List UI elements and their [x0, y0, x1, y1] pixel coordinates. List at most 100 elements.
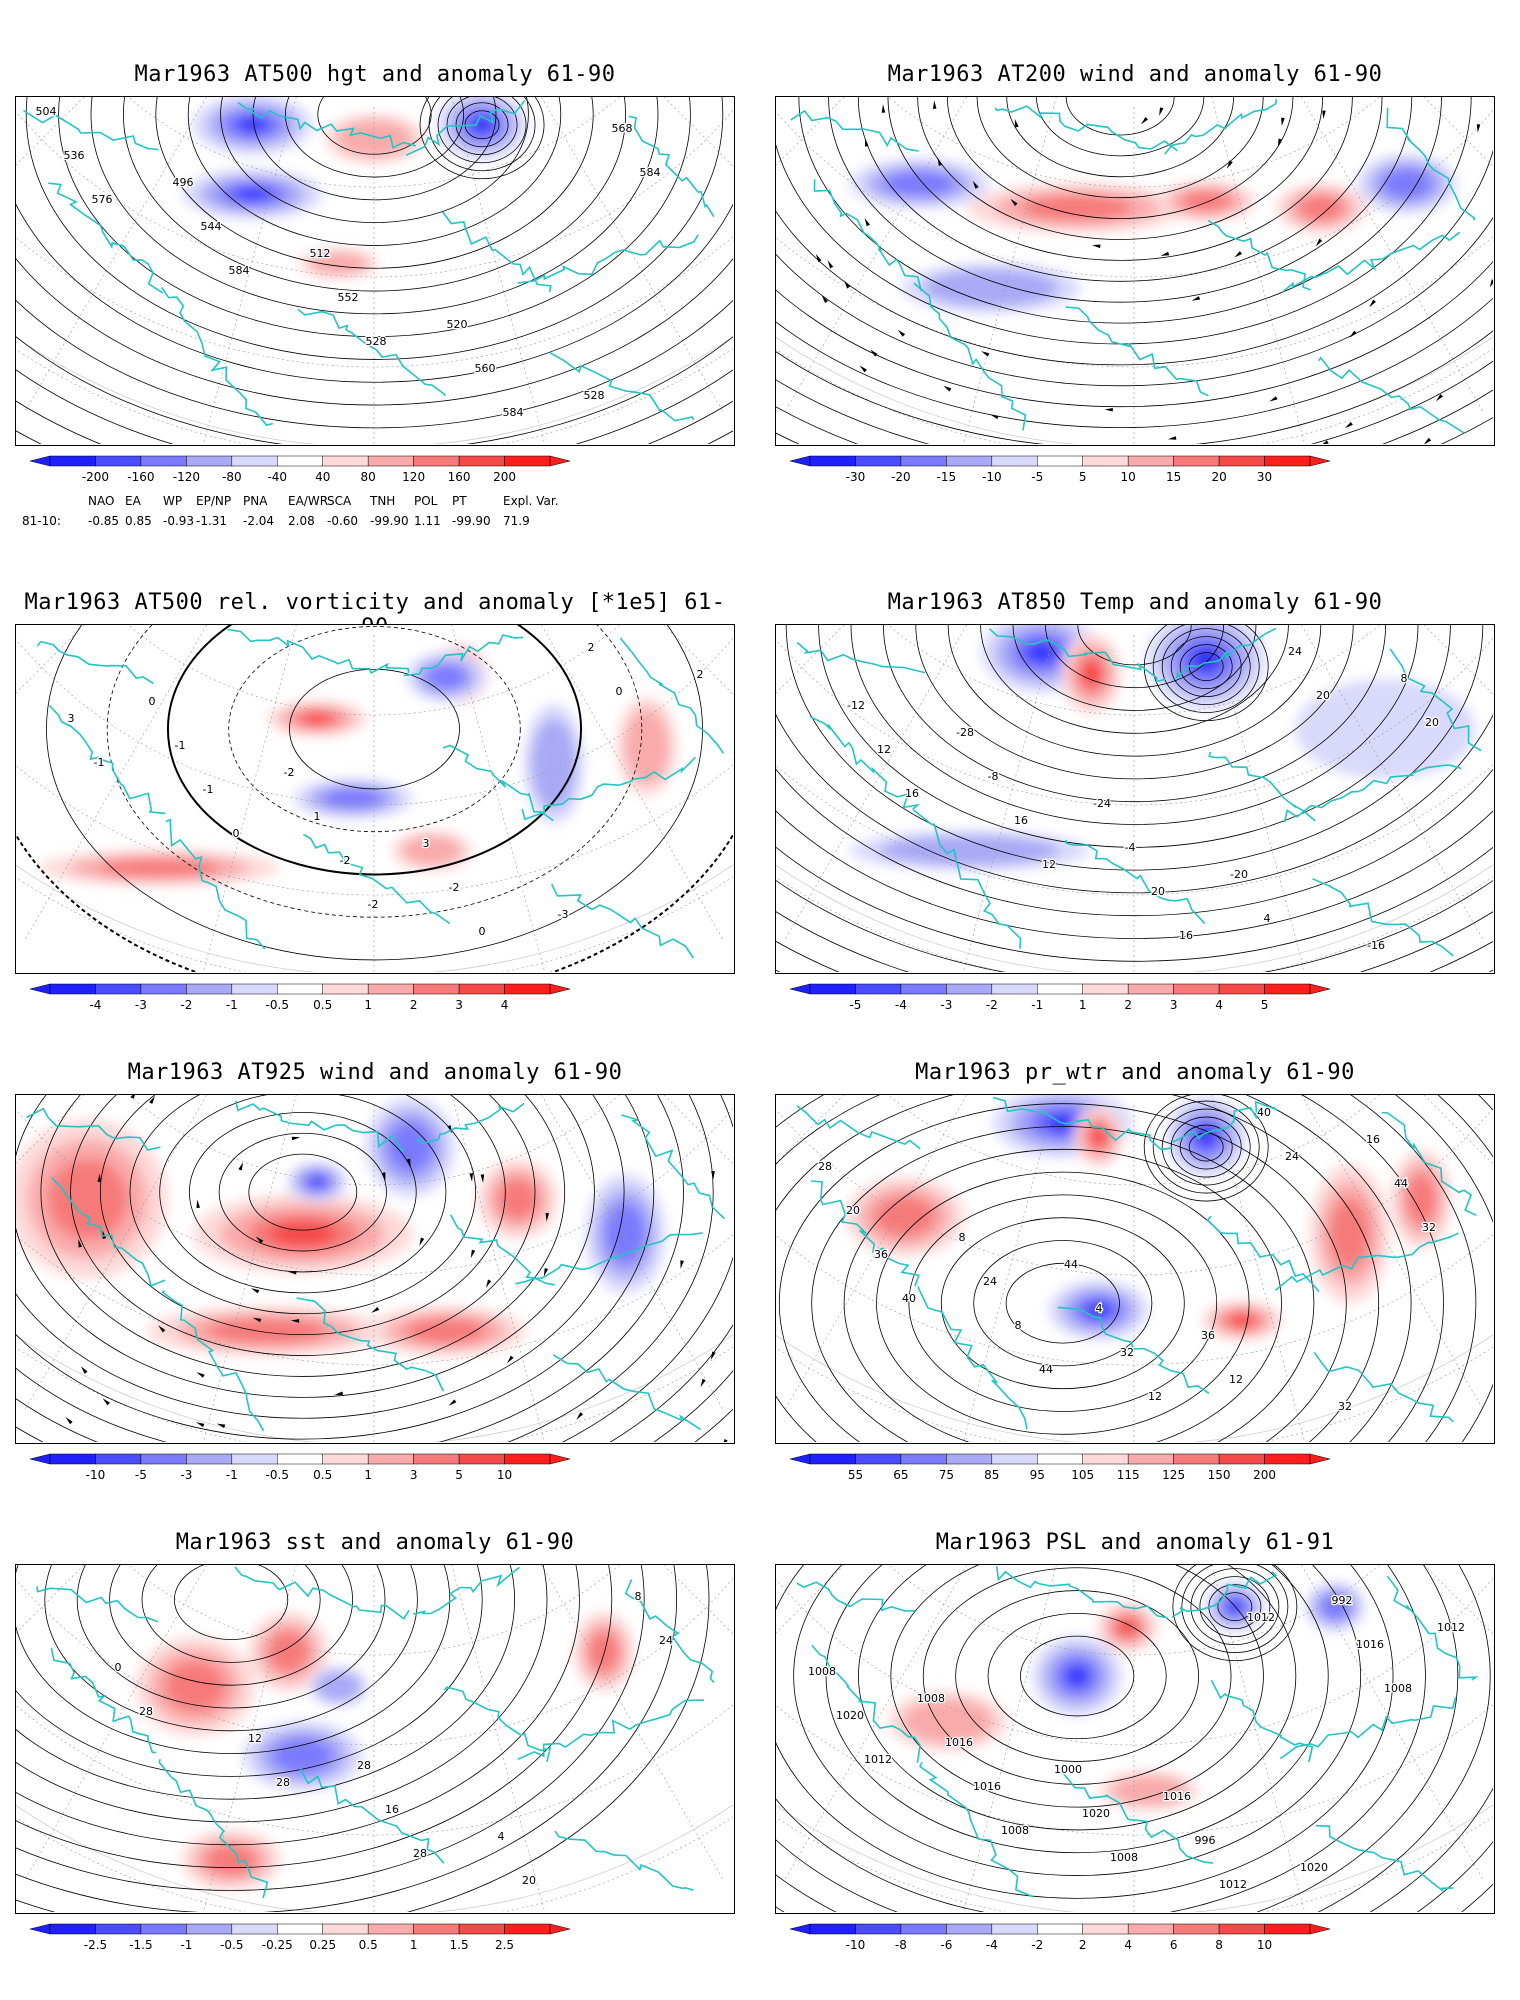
colorbar-swatch — [504, 1923, 551, 1935]
contour-line — [289, 668, 460, 790]
contour-line — [428, 97, 536, 172]
coastline — [628, 115, 715, 218]
colorbar-swatch — [95, 1453, 142, 1465]
colorbar-tick-label: -15 — [937, 470, 957, 484]
index-name: SCA — [327, 494, 352, 508]
colorbar-tick-label: 3 — [455, 998, 463, 1012]
latitude-circle — [128, 625, 620, 716]
contour-line — [947, 625, 1322, 757]
contour-label: 1012 — [1437, 1621, 1465, 1634]
anomaly-core — [242, 190, 264, 198]
contour-labels: 44 36 32 28 8 4 12 16 20 24 32 40 44 36 8 12 24 32 40 44 — [817, 1105, 1438, 1415]
contour-line — [908, 1194, 1218, 1412]
colorbar-tick-label: -10 — [846, 1938, 866, 1952]
colorbar-tick-label: 85 — [984, 1468, 999, 1482]
anomaly-region — [605, 1203, 646, 1264]
streamline-arrow — [506, 1355, 514, 1364]
colorbar-swatch — [277, 1923, 323, 1935]
anomaly-region — [1181, 191, 1232, 212]
streamline-arrow — [943, 385, 952, 392]
streamline-arrow — [158, 1325, 166, 1333]
contour-label: 520 — [447, 318, 468, 331]
contour-label: -1 — [175, 739, 186, 752]
anomaly-region — [1381, 168, 1432, 199]
contour-line — [1161, 1108, 1251, 1186]
colorbar-svg: -10 -5 -3 -1 -0.5 0.5 1 3 5 10 — [29, 1453, 571, 1482]
meridian — [1423, 97, 1493, 167]
coastline — [36, 1586, 159, 1623]
contour-line — [776, 1565, 1394, 1899]
coastline — [554, 1830, 694, 1891]
colorbar-tick-label: 6 — [1170, 1938, 1178, 1952]
colorbar-tick-label: -1 — [226, 1468, 238, 1482]
anomaly-region — [426, 664, 467, 690]
contours — [16, 97, 733, 444]
coastline — [621, 1114, 725, 1220]
meridian — [776, 97, 874, 157]
contour-labels: 0 -2 3 -3 2 -1 1 -2 2 3 -1 -2 0 0 -1 0 -2 — [66, 640, 705, 940]
colorbar-svg: 55 65 75 85 95 105 115 125 150 200 — [789, 1453, 1331, 1482]
colorbar-swatch — [277, 983, 323, 995]
streamline-arrow — [102, 1230, 107, 1239]
streamline-arrow — [897, 329, 906, 337]
contour-line — [252, 97, 497, 201]
colorbar-swatch — [140, 983, 187, 995]
streamline-arrow — [371, 1306, 380, 1313]
colorbar-tick-label: -10 — [982, 470, 1002, 484]
contour-line — [973, 1240, 1153, 1367]
meridian — [16, 97, 85, 166]
colorbar-swatch — [277, 455, 323, 467]
contour-label: 996 — [1195, 1834, 1216, 1847]
contour-line — [40, 1095, 566, 1377]
streamline-arrow — [843, 280, 851, 289]
coastline — [442, 744, 554, 822]
contour-line — [776, 297, 1493, 428]
colorbar-tick-label: -1.5 — [129, 1938, 152, 1952]
coastline — [297, 308, 447, 397]
colorbar-swatch — [855, 1453, 902, 1465]
colorbar-swatch — [504, 983, 551, 995]
streamline-arrow — [545, 1212, 550, 1222]
streamline-arrow — [1322, 110, 1326, 119]
colorbar-arrow-left — [789, 1453, 811, 1465]
colorbar-swatch — [1218, 1923, 1265, 1935]
coastline — [624, 1579, 715, 1684]
contour-label: 0 — [115, 1661, 122, 1674]
index-name: POL — [414, 494, 438, 508]
streamline-arrow — [821, 295, 829, 304]
contour-line — [776, 911, 1493, 972]
streamline-arrow — [381, 1172, 386, 1181]
contour-label: 32 — [1338, 1400, 1352, 1413]
contour-label: 1016 — [1163, 1790, 1191, 1803]
colorbar-swatch — [231, 455, 278, 467]
colorbar-tick-label: -1 — [180, 1938, 192, 1952]
colorbar-tick-label: 4 — [501, 998, 509, 1012]
contour-line — [1012, 625, 1257, 711]
colorbar-tick-label: 4 — [1124, 1938, 1132, 1952]
colorbar-swatch — [1082, 455, 1129, 467]
contour-line — [16, 1565, 677, 1912]
colorbar-tick-label: 1 — [364, 998, 372, 1012]
coastlines — [22, 100, 715, 427]
contour-line — [16, 1095, 714, 1442]
contour-label: 16 — [1366, 1133, 1380, 1146]
streamline-arrow — [480, 1174, 485, 1183]
panel-title: Mar1963 pr_wtr and anomaly 61-90 — [915, 1060, 1355, 1085]
coastline — [441, 211, 552, 293]
anomaly-region — [923, 269, 1059, 307]
streamline-arrow — [711, 1171, 715, 1180]
colorbar-tick-label: -40 — [267, 470, 287, 484]
colorbar-tick-label: 115 — [1117, 1468, 1140, 1482]
colorbar-arrow-right — [1309, 1923, 1331, 1935]
streamline-arrow — [932, 100, 937, 109]
map-svg: 504 496 512 520 528 536 544 552 560 568 576 584 528 5… — [16, 97, 733, 444]
anomaly-core — [312, 1178, 322, 1185]
meridian — [1423, 625, 1493, 695]
anomaly-core — [1032, 646, 1051, 659]
contour-line — [776, 768, 1493, 917]
contour-labels: -28 -24 -20 -16 -12 -8 -4 4 8 12 16 20 24 20 16 12 16 20 — [846, 644, 1440, 954]
anomaly-core — [475, 119, 489, 131]
streamline-arrow — [102, 1398, 110, 1406]
contour-line — [776, 625, 1493, 972]
contour-label: -3 — [558, 908, 569, 921]
